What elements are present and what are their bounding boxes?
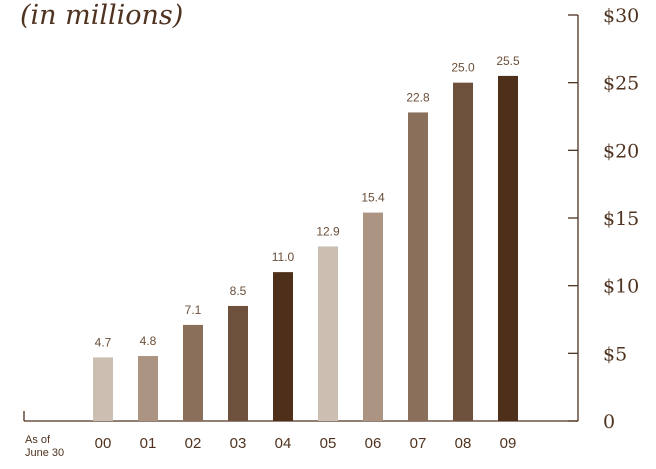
data-label: 7.1 <box>185 303 202 317</box>
y-axis-tick-label: 0 <box>603 411 615 433</box>
data-label: 15.4 <box>361 191 385 205</box>
data-label: 4.8 <box>140 334 157 348</box>
x-axis-note-line-2: June 30 <box>25 447 64 459</box>
x-axis-tick-label: 05 <box>320 435 337 452</box>
bar <box>498 75 518 422</box>
y-axis-tick-label: $30 <box>603 5 639 27</box>
x-axis-note-line-1: As of <box>25 434 51 446</box>
y-axis-tick-label: $25 <box>603 73 639 95</box>
data-label: 22.8 <box>406 90 430 104</box>
bar <box>183 324 203 421</box>
y-axis-tick-label: $10 <box>603 276 639 298</box>
bar <box>93 357 113 421</box>
y-axis: 0 $5 $10 $15 $20 $25 $30 <box>568 5 639 433</box>
y-axis-tick-label: $5 <box>603 343 627 365</box>
data-label: 12.9 <box>316 224 340 238</box>
x-axis-tick-label: 06 <box>365 435 382 452</box>
x-axis-tick-label: 04 <box>275 435 292 452</box>
data-labels: 4.7 4.8 7.1 8.5 11.0 12.9 15.4 22.8 25.0 25.5 <box>95 54 520 349</box>
y-axis-tick-label: $15 <box>603 208 639 230</box>
data-label: 11.0 <box>272 250 295 264</box>
bar <box>228 305 248 421</box>
x-axis-tick-labels: 00 01 02 03 04 05 06 07 08 09 <box>95 435 517 452</box>
bar <box>138 356 158 421</box>
x-axis-tick-label: 00 <box>95 435 112 452</box>
chart-subtitle: (in millions) <box>20 0 183 31</box>
x-axis-tick-label: 07 <box>410 435 427 452</box>
data-label: 25.0 <box>451 61 475 75</box>
x-axis-baseline <box>23 411 578 422</box>
bars <box>93 75 518 422</box>
bar <box>453 82 473 422</box>
data-label: 25.5 <box>496 54 520 68</box>
y-axis-tick-label: $20 <box>603 140 639 162</box>
data-label: 8.5 <box>230 284 247 298</box>
x-axis-note: As of June 30 <box>25 434 64 459</box>
x-axis-tick-label: 03 <box>230 435 247 452</box>
x-axis-tick-label: 02 <box>185 435 202 452</box>
data-label: 4.7 <box>95 335 112 349</box>
bar <box>363 212 383 421</box>
x-axis-tick-label: 01 <box>140 435 157 452</box>
x-axis-tick-label: 09 <box>500 435 517 452</box>
bar <box>318 246 338 421</box>
bar <box>273 272 293 421</box>
bar <box>408 112 428 421</box>
x-axis-tick-label: 08 <box>455 435 472 452</box>
